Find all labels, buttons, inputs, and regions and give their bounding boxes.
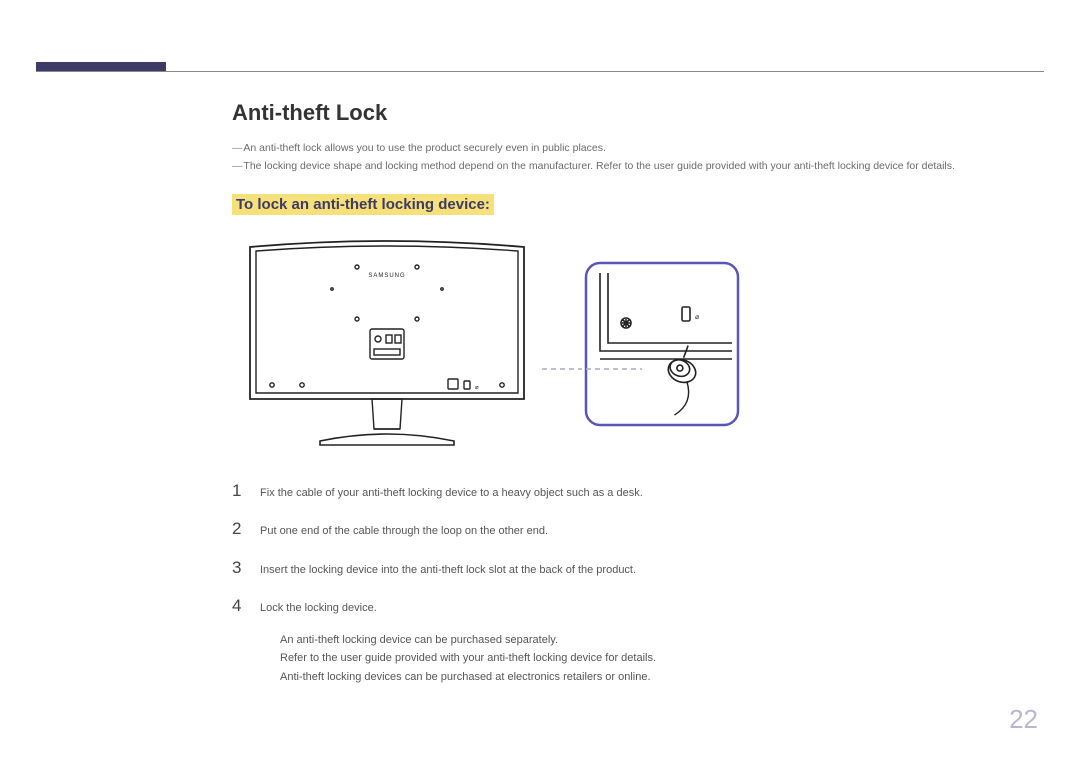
lock-detail-diagram: ⌀ bbox=[582, 259, 742, 429]
step-number: 1 bbox=[232, 481, 260, 501]
extra-note-1: An anti-theft locking device can be purc… bbox=[280, 631, 1038, 650]
svg-text:⌀: ⌀ bbox=[695, 314, 699, 321]
note-2: The locking device shape and locking met… bbox=[232, 158, 1038, 176]
diagram-row: SAMSUNG ⌀ bbox=[232, 229, 1038, 459]
page-title: Anti-theft Lock bbox=[232, 100, 1038, 126]
step-1: 1 Fix the cable of your anti-theft locki… bbox=[232, 481, 1038, 502]
svg-text:SAMSUNG: SAMSUNG bbox=[368, 273, 405, 279]
dashed-line-icon bbox=[542, 229, 582, 459]
step-2: 2 Put one end of the cable through the l… bbox=[232, 519, 1038, 540]
monitor-rear-diagram: SAMSUNG ⌀ bbox=[232, 229, 542, 459]
page-content: Anti-theft Lock An anti-theft lock allow… bbox=[232, 100, 1038, 687]
top-rule bbox=[36, 71, 1044, 72]
step-text: Put one end of the cable through the loo… bbox=[260, 523, 548, 540]
page-number: 22 bbox=[1009, 704, 1038, 735]
step-number: 4 bbox=[232, 596, 260, 616]
step-text: Insert the locking device into the anti-… bbox=[260, 562, 636, 579]
note-1: An anti-theft lock allows you to use the… bbox=[232, 140, 1038, 158]
step-text: Fix the cable of your anti-theft locking… bbox=[260, 485, 643, 502]
steps-list: 1 Fix the cable of your anti-theft locki… bbox=[232, 481, 1038, 617]
extra-notes: An anti-theft locking device can be purc… bbox=[280, 631, 1038, 687]
svg-text:⌀: ⌀ bbox=[475, 385, 479, 391]
step-number: 2 bbox=[232, 519, 260, 539]
step-number: 3 bbox=[232, 558, 260, 578]
extra-note-3: Anti-theft locking devices can be purcha… bbox=[280, 668, 1038, 687]
step-3: 3 Insert the locking device into the ant… bbox=[232, 558, 1038, 579]
step-text: Lock the locking device. bbox=[260, 600, 377, 617]
step-4: 4 Lock the locking device. bbox=[232, 596, 1038, 617]
extra-note-2: Refer to the user guide provided with yo… bbox=[280, 649, 1038, 668]
subheading: To lock an anti-theft locking device: bbox=[232, 194, 494, 215]
chapter-tab bbox=[36, 62, 166, 71]
